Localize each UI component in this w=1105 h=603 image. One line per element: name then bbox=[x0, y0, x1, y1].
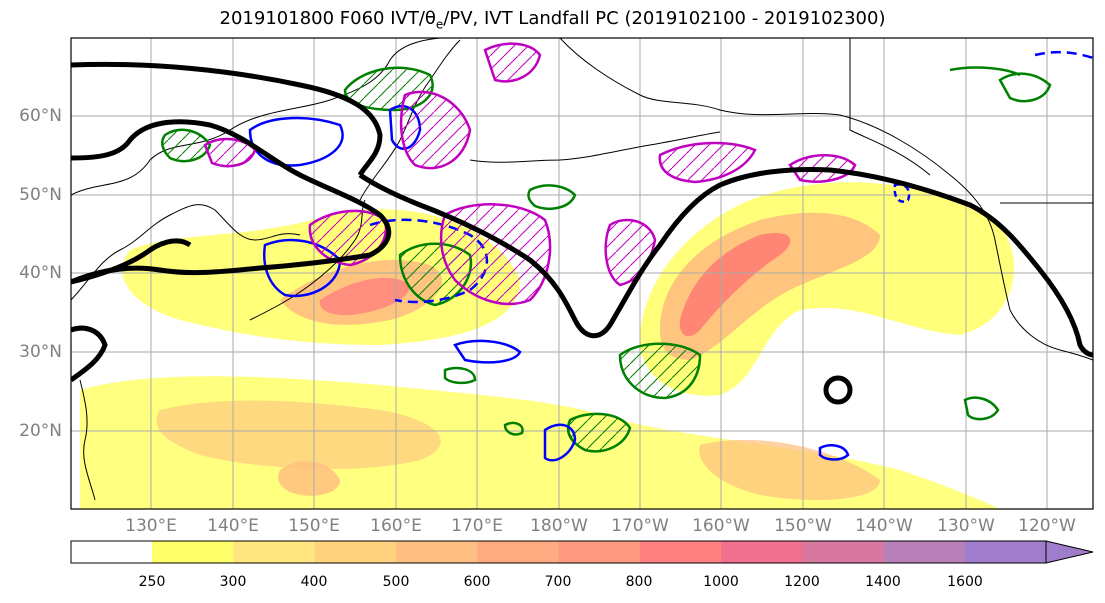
lat-label-20n: 20°N bbox=[19, 421, 62, 441]
green-region-5 bbox=[566, 412, 632, 453]
coast-china-korea bbox=[71, 204, 301, 301]
green-region-11 bbox=[503, 421, 524, 436]
colorbar-segment bbox=[639, 541, 722, 563]
lon-label-120w: 120°W bbox=[1018, 516, 1076, 536]
lon-label-150e: 150°E bbox=[288, 516, 340, 536]
colorbar-segment bbox=[558, 541, 641, 563]
figure-title: 2019101800 F060 IVT/θe/PV, IVT Landfall … bbox=[0, 8, 1105, 32]
blue-region-6 bbox=[818, 444, 850, 461]
colorbar-segment bbox=[721, 541, 803, 563]
lon-label-130e: 130°E bbox=[125, 516, 177, 536]
blue-region-5 bbox=[543, 423, 577, 462]
lon-label-160e: 160°E bbox=[370, 516, 422, 536]
coast-na-west bbox=[994, 239, 1093, 361]
magenta-region-6 bbox=[658, 141, 757, 184]
colorbar-frame bbox=[70, 540, 1047, 564]
green-region-9 bbox=[998, 72, 1052, 103]
coast-asia bbox=[71, 38, 441, 196]
colorbar-segment bbox=[71, 541, 152, 563]
coast-aleutians bbox=[469, 131, 721, 163]
green-region-6 bbox=[527, 184, 577, 210]
lat-label-50n: 50°N bbox=[19, 185, 62, 205]
colorbar-segment bbox=[314, 541, 397, 563]
colorbar-tick-700: 700 bbox=[544, 574, 572, 590]
lat-label-60n: 60°N bbox=[19, 106, 62, 126]
colorbar-segment bbox=[233, 541, 316, 563]
colorbar-segment bbox=[965, 541, 1047, 563]
colorbar-segments bbox=[152, 541, 1047, 563]
ivt-core-east-high bbox=[679, 232, 791, 337]
coast-philippines bbox=[79, 379, 96, 501]
green-region-4 bbox=[618, 342, 702, 400]
lon-label-140w: 140°W bbox=[855, 516, 913, 536]
lon-label-140e: 140°E bbox=[207, 516, 259, 536]
blue-dashed-3 bbox=[893, 183, 911, 203]
black-contour-low bbox=[823, 375, 853, 405]
blue-dashed-2 bbox=[1034, 50, 1093, 60]
title-suffix: /PV, IVT Landfall PC (2019102100 - 20191… bbox=[443, 8, 886, 29]
blue-region-3 bbox=[263, 238, 342, 298]
ivt-east-tropics bbox=[699, 439, 880, 500]
lon-label-170e: 170°E bbox=[451, 516, 503, 536]
colorbar-tick-600: 600 bbox=[463, 574, 491, 590]
magenta-region-4 bbox=[439, 203, 552, 306]
colorbar-tick-300: 300 bbox=[219, 574, 247, 590]
colorbar-tick-800: 800 bbox=[625, 574, 653, 590]
black-contour-korea bbox=[71, 325, 108, 383]
map-layers bbox=[71, 38, 1093, 509]
title-subscript: e bbox=[435, 17, 444, 32]
ivt-subtropics-core bbox=[156, 400, 441, 470]
colorbar-tick-1000: 1000 bbox=[703, 574, 739, 590]
title-prefix: 2019101800 F060 IVT/θ bbox=[219, 8, 436, 29]
blue-region-1 bbox=[248, 116, 344, 167]
border-alaska-canada bbox=[849, 38, 931, 176]
colorbar-segment bbox=[395, 541, 478, 563]
colorbar-tick-500: 500 bbox=[382, 574, 410, 590]
black-contour-north bbox=[71, 61, 383, 177]
colorbar-tick-400: 400 bbox=[300, 574, 328, 590]
ivt-core-west-high bbox=[319, 277, 410, 316]
magenta-region-1 bbox=[203, 137, 257, 168]
green-region-10 bbox=[443, 366, 477, 385]
green-region-7 bbox=[963, 396, 1000, 421]
map-frame bbox=[70, 37, 1094, 510]
ivt-core-east bbox=[660, 212, 880, 360]
black-contour-west bbox=[71, 119, 392, 285]
colorbar-segment bbox=[477, 541, 559, 563]
lat-label-30n: 30°N bbox=[19, 342, 62, 362]
lon-label-160w: 160°W bbox=[692, 516, 750, 536]
colorbar bbox=[70, 540, 1094, 564]
coast-alaska bbox=[559, 38, 996, 241]
black-contour-west-loop bbox=[71, 238, 192, 285]
black-contour-jet bbox=[358, 167, 1093, 358]
ivt-shading bbox=[80, 182, 1014, 509]
lon-label-170w: 170°W bbox=[611, 516, 669, 536]
colorbar-tick-1200: 1200 bbox=[784, 574, 820, 590]
colorbar-segment bbox=[802, 541, 885, 563]
colorbar-tick-1600: 1600 bbox=[947, 574, 983, 590]
lon-label-150w: 150°W bbox=[774, 516, 832, 536]
magenta-region-2 bbox=[399, 90, 472, 170]
colorbar-segment bbox=[152, 541, 234, 563]
lon-label-130w: 130°W bbox=[937, 516, 995, 536]
colorbar-tick-1400: 1400 bbox=[865, 574, 901, 590]
magenta-contours bbox=[203, 42, 857, 306]
green-region-1 bbox=[161, 128, 212, 163]
ivt-subtropics-core2 bbox=[278, 461, 340, 496]
colorbar-segment bbox=[883, 541, 966, 563]
lat-label-40n: 40°N bbox=[19, 263, 62, 283]
blue-region-4 bbox=[453, 339, 522, 364]
colorbar-tick-250: 250 bbox=[138, 574, 166, 590]
magenta-region-7 bbox=[483, 42, 542, 83]
lon-label-180w: 180°W bbox=[530, 516, 588, 536]
colorbar-extend-arrow bbox=[1045, 540, 1094, 564]
black-contours bbox=[71, 61, 1093, 405]
